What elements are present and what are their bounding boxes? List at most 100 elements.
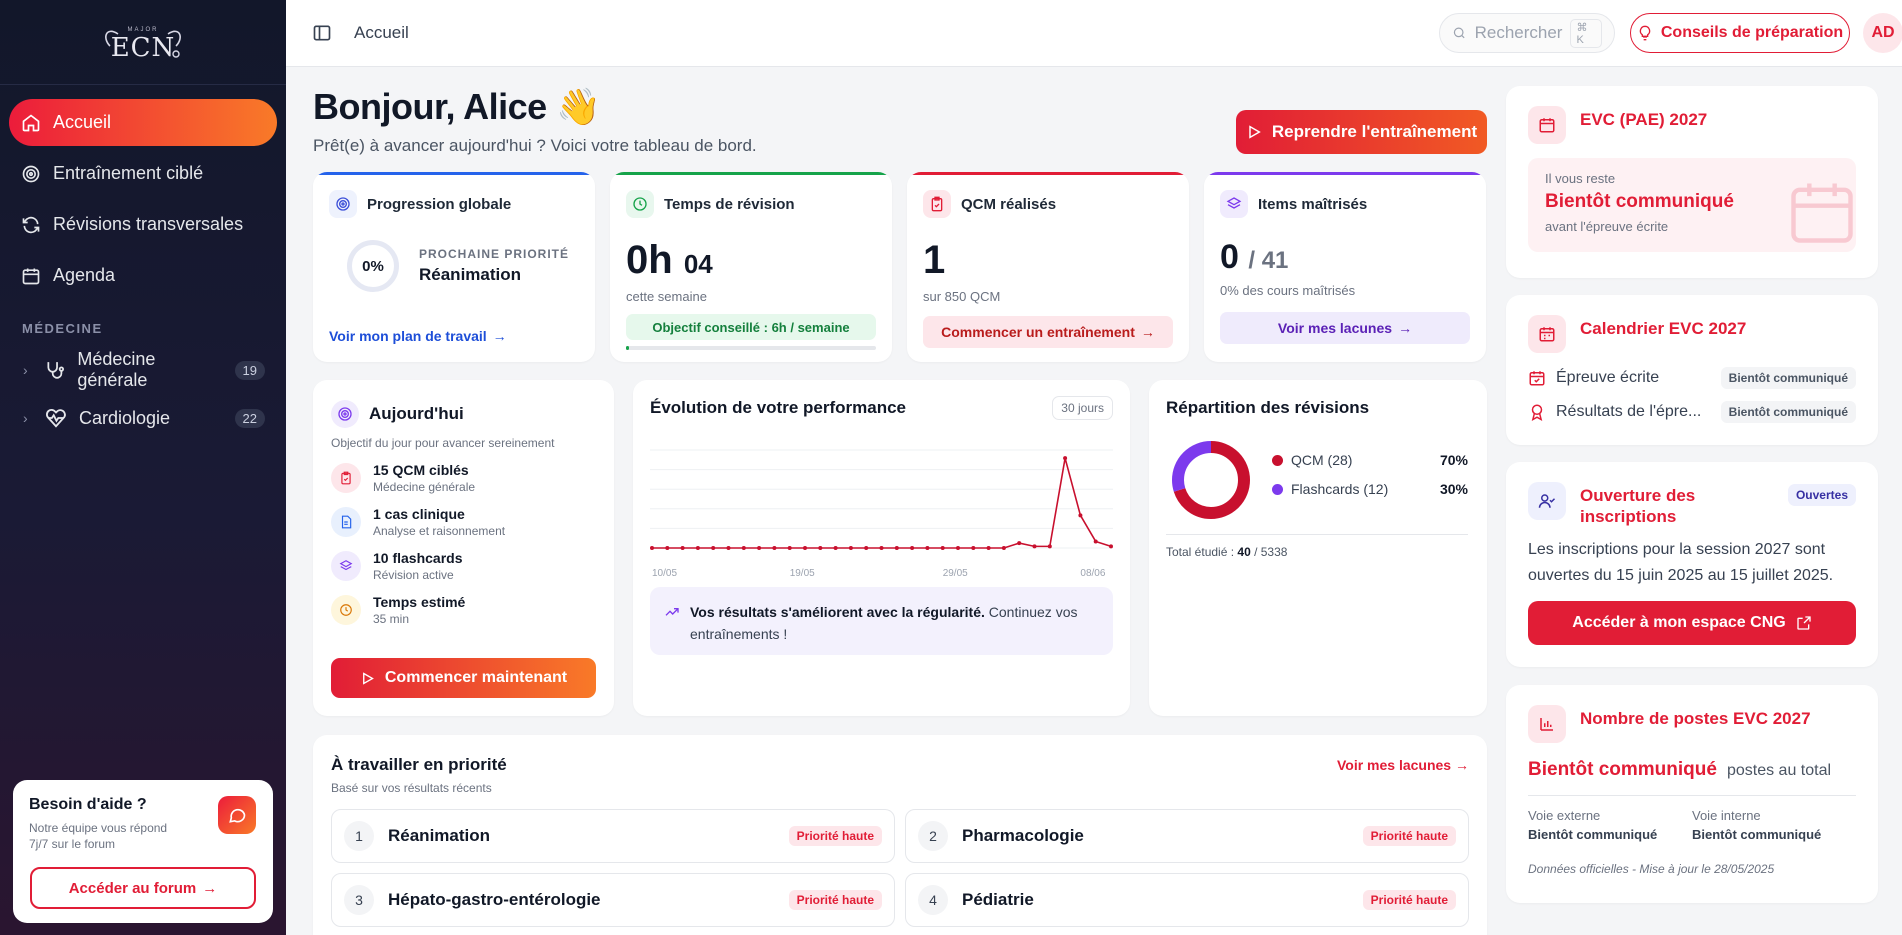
task-item: 1 cas clinique Analyse et raisonnement bbox=[331, 506, 596, 538]
user-check-icon bbox=[1528, 482, 1566, 520]
data-point bbox=[1093, 539, 1098, 544]
legend-dot bbox=[1272, 483, 1283, 495]
data-point bbox=[1047, 544, 1052, 549]
clock-icon bbox=[626, 190, 654, 218]
logo-mark: ECN MAJOR bbox=[105, 27, 181, 63]
help-subtitle: Notre équipe vous répond 7j/7 sur le for… bbox=[29, 821, 168, 851]
nav-label: Accueil bbox=[53, 112, 112, 132]
calendar-row: Épreuve écrite Bientôt communiqué bbox=[1528, 367, 1856, 389]
sidebar-toggle-icon[interactable] bbox=[312, 23, 332, 43]
task-sub: Révision active bbox=[373, 568, 454, 582]
card-accent-line bbox=[313, 172, 595, 175]
lightbulb-icon bbox=[1639, 25, 1651, 41]
chat-button[interactable] bbox=[218, 796, 256, 834]
gaps-button[interactable]: Voir mes lacunes → bbox=[1220, 312, 1470, 344]
nav-item-agenda[interactable]: Agenda bbox=[9, 252, 277, 299]
nav-item-accueil[interactable]: Accueil bbox=[9, 99, 277, 146]
category-medecine-generale[interactable]: › Médecine générale 19 bbox=[9, 346, 277, 394]
calendar-row-chip: Bientôt communiqué bbox=[1720, 367, 1856, 389]
priority-item[interactable]: 3 Hépato-gastro-entérologie Priorité hau… bbox=[331, 873, 895, 927]
search-input[interactable]: Rechercher ⌘ K bbox=[1439, 13, 1615, 53]
progress-ring: 0% bbox=[347, 240, 399, 292]
data-point bbox=[864, 546, 869, 550]
range-selector[interactable]: 30 jours bbox=[1052, 396, 1113, 420]
clock-icon bbox=[331, 595, 361, 625]
refresh-icon bbox=[22, 216, 40, 233]
repartition-donut bbox=[1172, 441, 1250, 519]
legend-item-qcm: QCM (28) 70% bbox=[1272, 452, 1468, 468]
qcm-total: sur 850 QCM bbox=[923, 289, 1001, 304]
performance-chart: 10/05 19/05 29/05 08/06 bbox=[650, 449, 1113, 578]
repartition-card: Répartition des révisions QCM (28) 70% F… bbox=[1149, 380, 1487, 716]
nav-item-entrainement-cible[interactable]: Entraînement ciblé bbox=[9, 150, 277, 197]
target-icon bbox=[22, 165, 40, 182]
section-label-medecine: MÉDECINE bbox=[22, 321, 103, 336]
priority-name: Pharmacologie bbox=[962, 826, 1084, 845]
task-title: Temps estimé bbox=[373, 594, 466, 610]
data-point bbox=[1001, 546, 1006, 550]
priority-item[interactable]: 2 Pharmacologie Priorité haute bbox=[905, 809, 1469, 863]
home-icon bbox=[22, 113, 40, 131]
priority-badge: Priorité haute bbox=[1362, 826, 1456, 846]
tips-button[interactable]: Conseils de préparation bbox=[1630, 13, 1850, 53]
start-training-button[interactable]: Commencer un entraînement → bbox=[923, 316, 1173, 348]
stat-title: QCM réalisés bbox=[961, 195, 1057, 213]
data-point bbox=[1032, 544, 1037, 549]
priority-description: Basé sur vos résultats récents bbox=[331, 781, 492, 795]
play-icon bbox=[362, 671, 374, 685]
priority-name: Pédiatrie bbox=[962, 890, 1034, 909]
play-icon bbox=[1249, 125, 1261, 139]
app-logo[interactable]: ECN MAJOR bbox=[0, 0, 286, 85]
cng-space-button[interactable]: Accéder à mon espace CNG bbox=[1528, 601, 1856, 645]
forum-button[interactable]: Accéder au forum → bbox=[30, 867, 256, 909]
task-sub: 35 min bbox=[373, 612, 410, 626]
data-point bbox=[1017, 541, 1022, 546]
data-point bbox=[940, 546, 945, 550]
priority-item[interactable]: 1 Réanimation Priorité haute bbox=[331, 809, 895, 863]
x-tick-label: 08/06 bbox=[1080, 568, 1105, 578]
insight-bold: Vos résultats s'améliorent avec la régul… bbox=[690, 604, 985, 620]
data-point bbox=[879, 546, 884, 550]
calendar-row-chip: Bientôt communiqué bbox=[1720, 401, 1856, 423]
data-point bbox=[772, 546, 777, 550]
evc-line1: Il vous reste bbox=[1545, 171, 1616, 186]
legend-dot bbox=[1272, 454, 1283, 466]
layers-icon bbox=[1220, 190, 1248, 218]
priority-gaps-link[interactable]: Voir mes lacunes → bbox=[1337, 757, 1469, 773]
greeting: Bonjour, Alice 👋 Prêt(e) à avancer aujou… bbox=[313, 86, 757, 156]
voie-value: Bientôt communiqué bbox=[1528, 827, 1658, 842]
calendar-watermark-icon bbox=[1791, 183, 1853, 243]
inscriptions-title: Ouverture des inscriptions bbox=[1580, 486, 1696, 526]
external-link-icon bbox=[1797, 616, 1811, 630]
start-now-button[interactable]: Commencer maintenant bbox=[331, 658, 596, 698]
resume-training-button[interactable]: Reprendre l'entraînement bbox=[1236, 110, 1487, 154]
heart-pulse-icon bbox=[46, 409, 66, 428]
postes-label: postes au total bbox=[1726, 762, 1832, 779]
breadcrumb[interactable]: Accueil bbox=[354, 23, 409, 42]
priority-name: Hépato-gastro-entérologie bbox=[388, 890, 601, 909]
task-title: 1 cas clinique bbox=[373, 506, 465, 522]
qcm-value: 1 bbox=[923, 238, 946, 282]
performance-title: Évolution de votre performance bbox=[650, 398, 906, 417]
data-point bbox=[757, 546, 762, 550]
category-cardiologie[interactable]: › Cardiologie 22 bbox=[9, 394, 277, 442]
nav-item-revisions-transversales[interactable]: Révisions transversales bbox=[9, 201, 277, 248]
data-point bbox=[848, 546, 853, 550]
revision-progress-fill bbox=[626, 346, 629, 350]
data-point bbox=[787, 546, 792, 550]
work-plan-link[interactable]: Voir mon plan de travail → bbox=[329, 328, 507, 344]
status-badge: Ouvertes bbox=[1787, 484, 1856, 506]
resume-label: Reprendre l'entraînement bbox=[1271, 122, 1478, 141]
evc-line2: Bientôt communiqué bbox=[1545, 191, 1734, 212]
avatar[interactable]: AD bbox=[1863, 13, 1902, 53]
arrow-right-icon: → bbox=[202, 879, 218, 897]
data-point bbox=[803, 546, 807, 550]
sidebar: ECN MAJOR Accueil Entraînement ciblé Rév… bbox=[0, 0, 286, 935]
evc-title: EVC (PAE) 2027 bbox=[1580, 110, 1708, 129]
evc-countdown: Il vous reste Bientôt communiqué avant l… bbox=[1528, 158, 1856, 252]
legend-item-flashcards: Flashcards (12) 30% bbox=[1272, 481, 1468, 497]
priority-item[interactable]: 4 Pédiatrie Priorité haute bbox=[905, 873, 1469, 927]
arrow-right-icon: → bbox=[1140, 324, 1155, 340]
calendar-check-icon bbox=[1529, 371, 1545, 386]
data-point bbox=[665, 546, 670, 550]
